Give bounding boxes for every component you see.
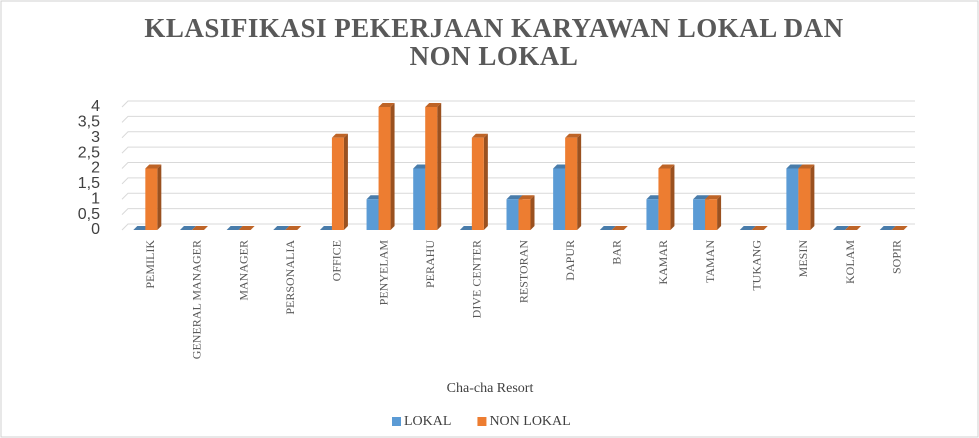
bar: [366, 199, 379, 230]
y-tick-label: 0: [91, 221, 100, 238]
bar-top: [331, 133, 348, 138]
bar: [331, 137, 344, 230]
bar: [693, 199, 706, 230]
bar-top: [845, 226, 862, 230]
x-tick-label: TAMAN: [703, 240, 717, 283]
x-tick-label: MANAGER: [236, 240, 250, 301]
bar-side: [157, 164, 162, 230]
bar-top: [285, 226, 302, 230]
bar-side: [390, 103, 395, 230]
bar-top: [693, 195, 710, 200]
bar-top: [599, 226, 616, 230]
x-tick-label: PERAHU: [423, 240, 437, 288]
x-tick-label: GENERAL MANAGER: [190, 240, 204, 359]
bar: [378, 107, 391, 230]
grid-line: [121, 131, 915, 139]
y-tick-label: 3,5: [78, 114, 100, 131]
bar-top: [891, 226, 908, 230]
x-tick-label: OFFICE: [330, 240, 344, 281]
bar-top: [226, 226, 243, 230]
x-tick-label: PENYELAM: [376, 240, 390, 306]
grid-line: [121, 115, 915, 123]
bar-top: [518, 195, 535, 200]
bar: [471, 137, 484, 230]
x-tick-label: PERSONALIA: [283, 240, 297, 315]
bar-top: [565, 133, 582, 138]
x-tick-label: DAPUR: [563, 240, 577, 281]
y-tick-label: 3: [91, 129, 100, 146]
bar: [506, 199, 519, 230]
bar-side: [717, 195, 722, 230]
bar-top: [506, 195, 523, 200]
x-tick-label: MESIN: [796, 240, 810, 278]
bar-top: [471, 133, 488, 138]
x-tick-label: KOLAM: [843, 240, 857, 284]
x-tick-label: BAR: [610, 240, 624, 265]
bar-top: [191, 226, 208, 230]
y-tick-label: 1,5: [78, 175, 100, 192]
x-tick-label: DIVE CENTER: [470, 240, 484, 318]
bar-top: [739, 226, 756, 230]
x-tick-label: SOPIR: [889, 240, 903, 274]
bar-top: [879, 226, 896, 230]
legend-swatch: [477, 417, 487, 426]
x-tick-label: PEMILIK: [143, 240, 157, 289]
x-tick-label: TUKANG: [749, 240, 763, 291]
bar-top: [751, 226, 768, 230]
grid-line: [121, 177, 915, 185]
y-tick-label: 1: [91, 190, 100, 207]
grid-line: [121, 100, 915, 108]
bar-top: [238, 226, 255, 230]
x-axis-label: Cha-cha Resort: [447, 381, 534, 396]
legend-swatch: [392, 417, 401, 426]
legend-label: NON LOKAL: [489, 414, 570, 429]
bar-side: [483, 133, 488, 230]
bar-top: [611, 226, 628, 230]
bar: [145, 168, 158, 230]
y-tick-label: 4: [91, 98, 100, 115]
bar: [705, 199, 718, 230]
bar-top: [425, 103, 442, 107]
bar: [553, 168, 566, 230]
bar-top: [145, 164, 162, 169]
bar-side: [810, 164, 815, 230]
chart-title: KLASIFIKASI PEKERJAAN KARYAWAN LOKAL DAN…: [144, 13, 844, 71]
y-tick-label: 2,5: [78, 144, 100, 161]
bar-top: [798, 164, 815, 169]
bar: [425, 107, 438, 230]
bar-top: [179, 226, 196, 230]
bar-side: [343, 133, 348, 230]
bar-top: [833, 226, 850, 230]
grid-line: [121, 192, 915, 200]
grid-line: [121, 146, 915, 154]
x-tick-label: KAMAR: [656, 240, 670, 285]
legend-label: LOKAL: [404, 414, 451, 429]
bar-side: [670, 164, 675, 230]
bar: [786, 168, 799, 230]
x-tick-label: RESTORAN: [516, 240, 530, 303]
bar-top: [705, 195, 722, 200]
bar-top: [273, 226, 290, 230]
bar-side: [577, 133, 582, 230]
y-tick-label: 2: [91, 160, 100, 177]
bar: [565, 137, 578, 230]
bar-side: [437, 103, 442, 230]
bar-top: [378, 103, 395, 107]
bar: [413, 168, 426, 230]
bar: [658, 168, 671, 230]
bar: [798, 168, 811, 230]
bar: [646, 199, 659, 230]
bar-top: [786, 164, 803, 169]
grid-line: [121, 162, 915, 169]
bar: [518, 199, 531, 230]
y-tick-label: 0,5: [78, 206, 100, 223]
bar-top: [658, 164, 675, 169]
bar-side: [530, 195, 535, 230]
